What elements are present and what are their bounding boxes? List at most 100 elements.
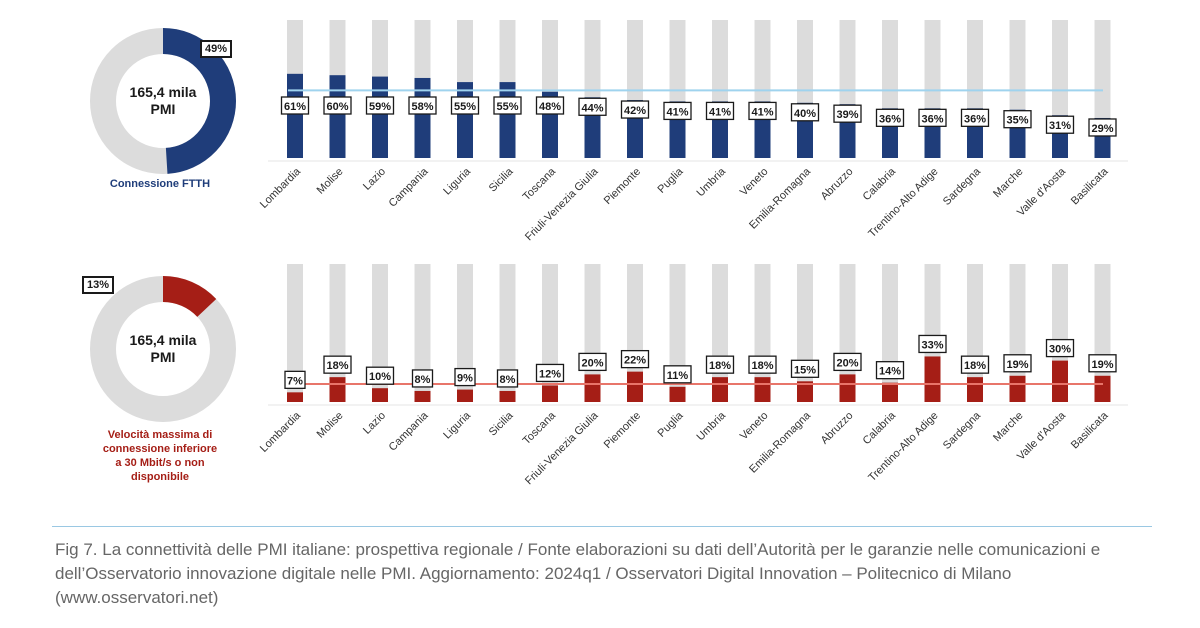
bar	[1052, 360, 1068, 402]
category-label: Toscana	[521, 409, 559, 447]
category-label: Veneto	[738, 410, 771, 443]
value-label: 48%	[539, 101, 561, 113]
bar-track	[499, 264, 516, 402]
value-label: 40%	[794, 108, 816, 120]
donut-ftth-percent-label: 49%	[200, 40, 233, 58]
bar	[499, 390, 516, 402]
category-label: Veneto	[738, 166, 771, 199]
donut-slow-connection-center-line1: 165,4 mila	[129, 332, 197, 348]
bar	[457, 82, 473, 158]
value-label: 35%	[1006, 115, 1028, 127]
value-label-box	[323, 355, 352, 374]
value-label-box	[1045, 115, 1075, 134]
bar-track	[797, 264, 813, 402]
value-label-box	[450, 96, 480, 115]
value-label-box	[1088, 354, 1117, 373]
category-label: Friuli-Venezia Giulia	[523, 409, 601, 487]
category-label: Campania	[387, 165, 432, 210]
value-label-box	[454, 367, 476, 387]
value-label: 44%	[581, 102, 603, 114]
category-label: Piemonte	[602, 166, 643, 207]
value-label-box	[875, 361, 905, 380]
value-label: 36%	[879, 113, 901, 125]
bar	[1094, 375, 1111, 402]
bar	[712, 377, 728, 402]
value-label-box	[790, 359, 820, 378]
value-label: 18%	[326, 360, 348, 372]
value-label: 41%	[666, 106, 688, 118]
bar	[372, 76, 388, 158]
value-label-box	[280, 96, 310, 115]
bar	[542, 385, 558, 402]
caption-line: a 30 Mbit/s o non	[115, 457, 205, 469]
donut-ftth-center-line2: PMI	[150, 101, 176, 117]
value-label: 14%	[879, 366, 901, 378]
donut-slow-connection-percent-label: 13%	[82, 276, 115, 294]
category-label: Toscana	[521, 165, 559, 203]
value-label-box	[790, 103, 820, 122]
value-label-box	[663, 101, 692, 121]
value-label-box	[365, 96, 395, 115]
bar	[882, 382, 898, 402]
value-label: 22%	[624, 355, 646, 367]
bar	[627, 371, 643, 402]
bar-track	[457, 264, 473, 402]
category-label: Umbria	[695, 165, 729, 199]
donut-ftth-ring	[90, 28, 236, 174]
value-label: 18%	[751, 360, 773, 372]
value-label-box	[284, 370, 306, 389]
value-label: 41%	[751, 106, 773, 118]
bar	[839, 374, 856, 402]
category-label: Sardegna	[941, 409, 984, 452]
category-label: Lombardia	[258, 409, 304, 455]
bar	[499, 82, 516, 158]
bar	[414, 390, 431, 402]
category-label: Sardegna	[941, 165, 984, 208]
value-label: 7%	[287, 375, 303, 387]
caption-line: connessione inferiore	[102, 443, 218, 455]
value-label-box	[535, 363, 565, 383]
category-label: Puglia	[656, 165, 687, 196]
value-label: 8%	[500, 374, 516, 386]
value-label: 20%	[581, 357, 603, 369]
bar	[1009, 375, 1026, 402]
value-label: 42%	[624, 105, 646, 117]
value-label-box	[663, 365, 692, 384]
category-label: Basilicata	[1069, 165, 1111, 207]
bar	[669, 386, 686, 402]
category-label: Calabria	[861, 165, 899, 203]
category-label: Liguria	[441, 409, 473, 441]
value-label-box	[705, 355, 735, 374]
value-label: 18%	[964, 360, 986, 372]
caption-divider	[52, 526, 1152, 527]
value-label-box	[578, 352, 607, 372]
value-label-box	[535, 96, 565, 115]
category-label: Sicilia	[487, 409, 516, 438]
category-label: Abruzzo	[819, 166, 856, 203]
value-label-box	[960, 108, 990, 127]
value-label-box	[493, 96, 522, 115]
value-label: 19%	[1091, 359, 1113, 371]
value-label: 61%	[284, 101, 306, 113]
value-label-box	[833, 104, 862, 123]
donut-ftth-caption: Connessione FTTH	[109, 178, 211, 190]
bar	[329, 75, 346, 158]
donut-ftth: 165,4 mila PMI 49%	[88, 26, 238, 176]
donut-ftth-center-line1: 165,4 mila	[129, 84, 197, 100]
value-label-box	[1003, 354, 1032, 373]
value-label-box	[365, 366, 395, 385]
category-label: Piemonte	[602, 410, 643, 451]
value-label-box	[918, 334, 947, 354]
category-label: Lazio	[361, 410, 388, 437]
value-label: 10%	[369, 371, 391, 383]
value-label-box	[960, 355, 990, 374]
bar	[287, 73, 303, 158]
value-label-box	[1045, 338, 1075, 358]
value-label: 15%	[794, 364, 816, 376]
value-label-box	[408, 96, 437, 115]
category-label: Sicilia	[487, 165, 516, 194]
value-label: 20%	[836, 357, 858, 369]
category-label: Umbria	[695, 409, 729, 443]
category-label: Puglia	[656, 409, 687, 440]
category-label: Basilicata	[1069, 409, 1111, 451]
